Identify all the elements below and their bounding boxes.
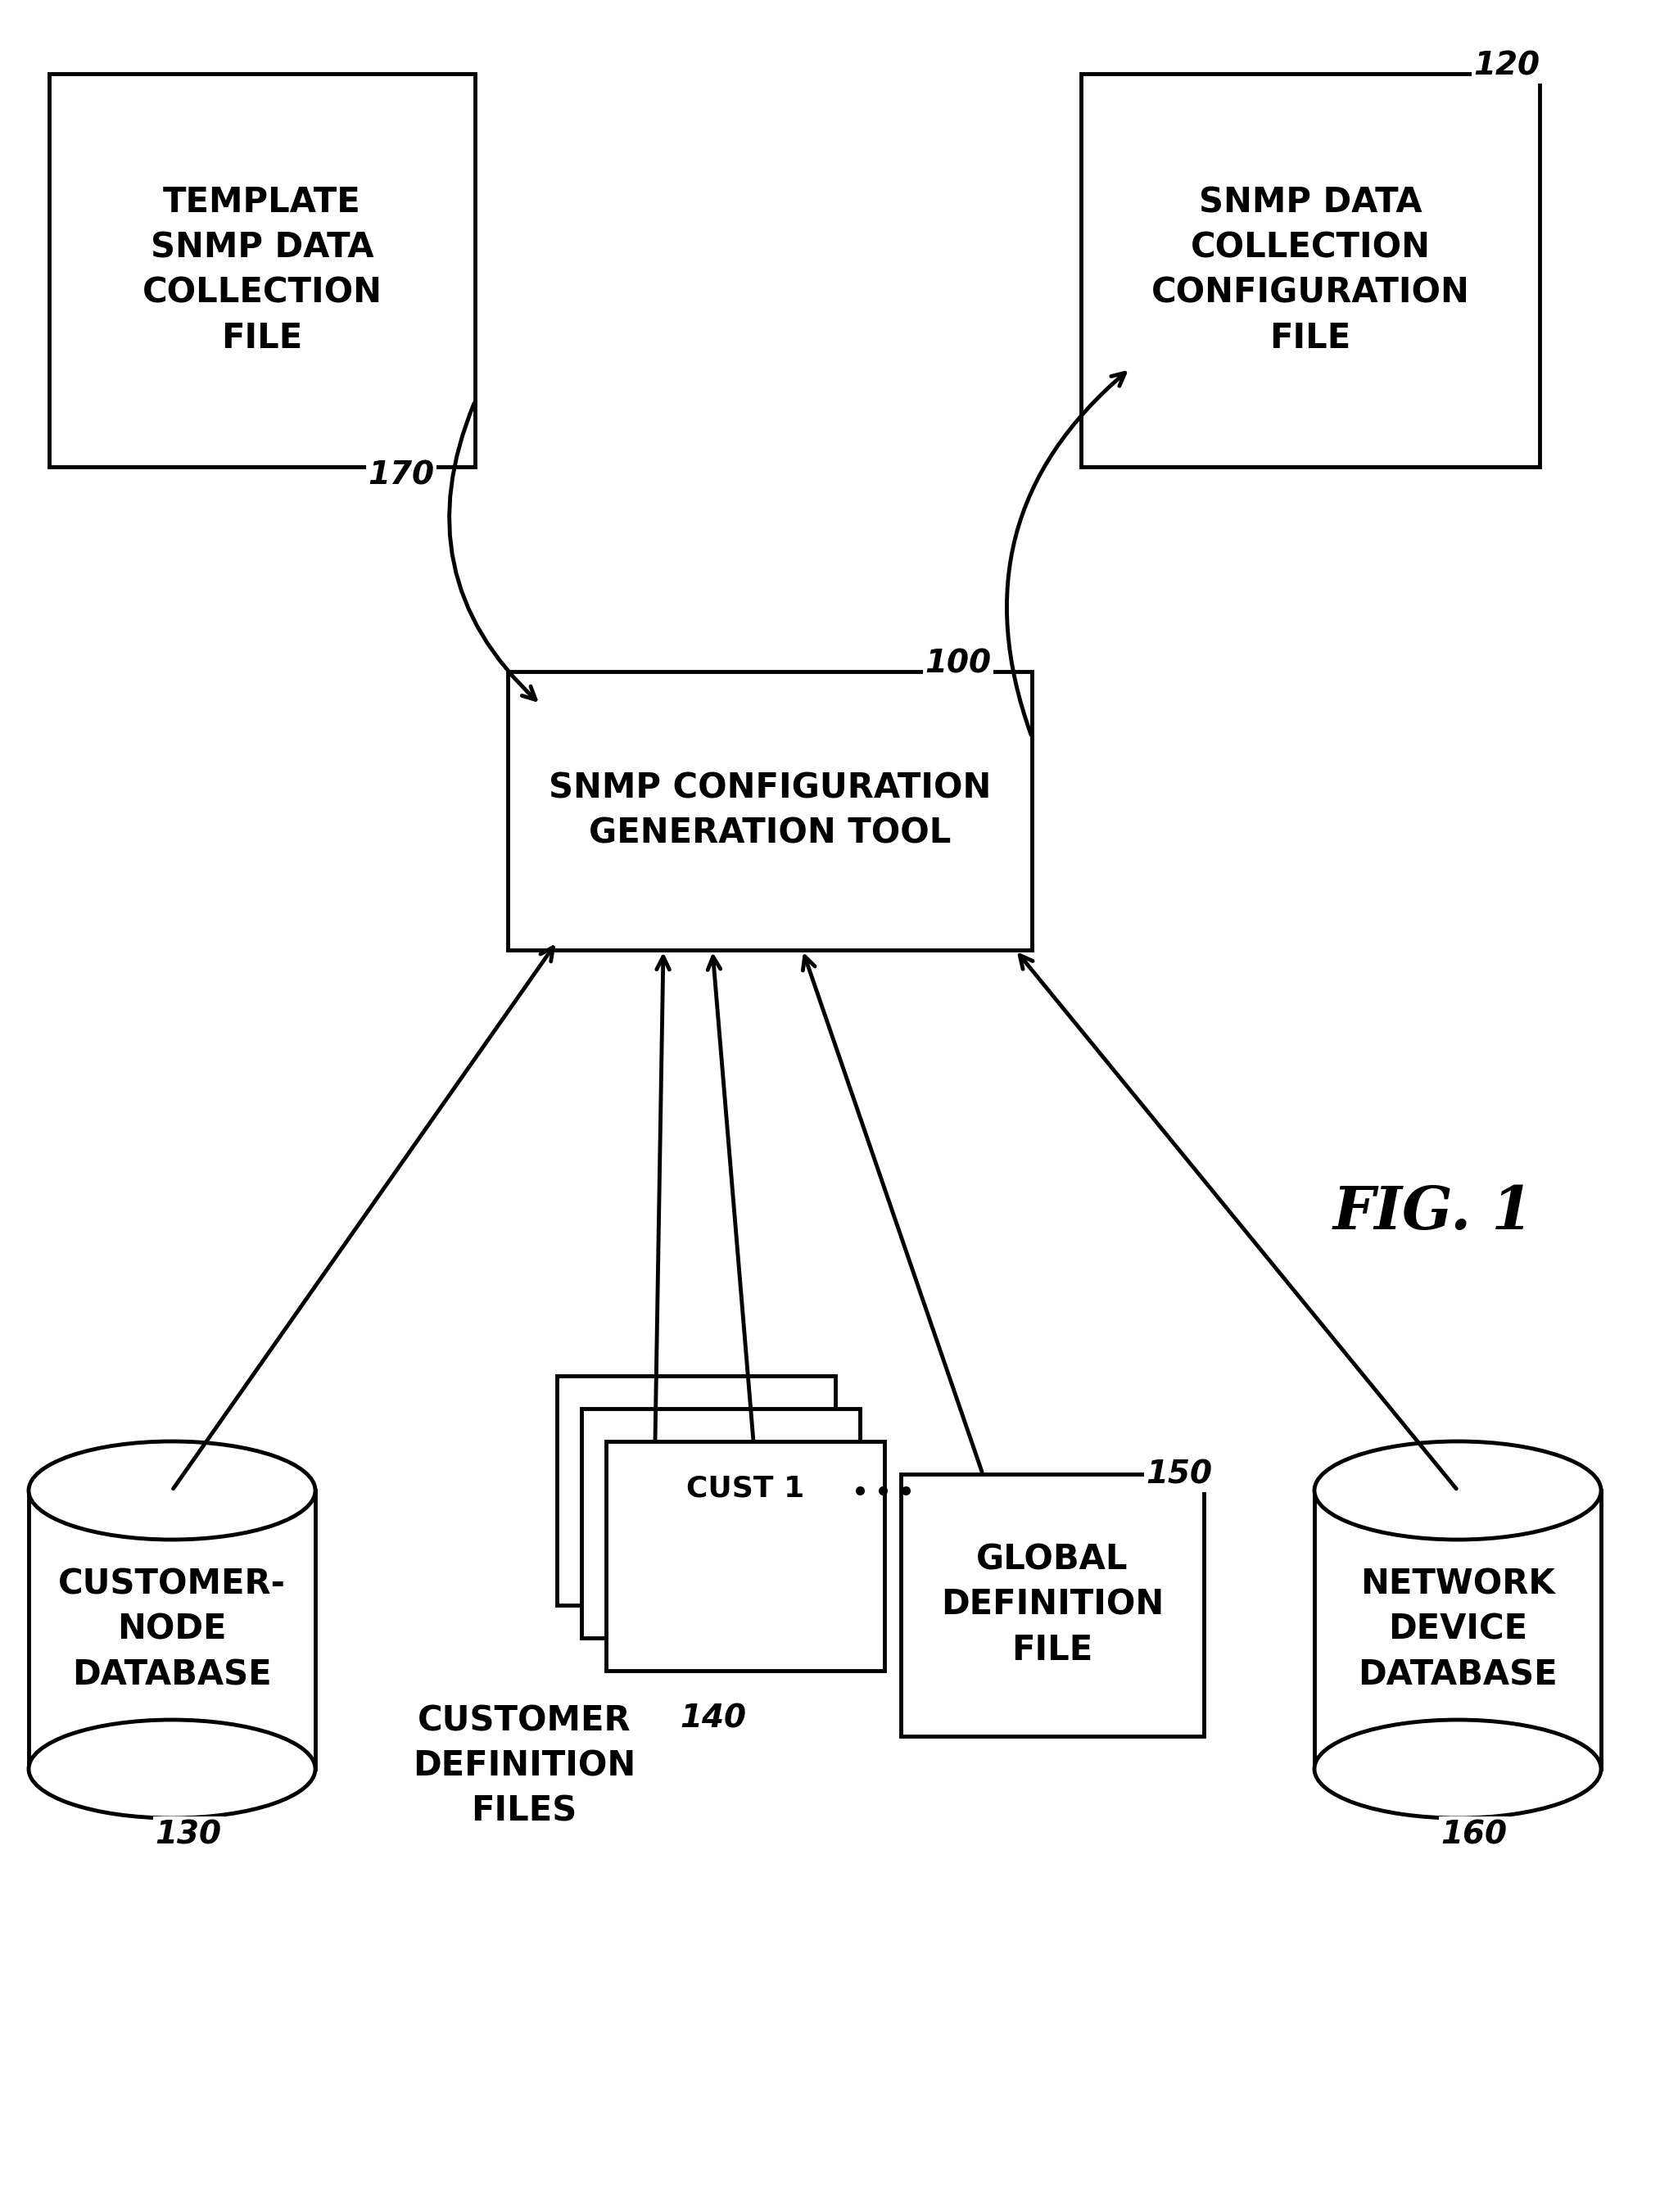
Text: 120: 120 <box>1473 51 1540 82</box>
Text: CUST 2: CUST 2 <box>661 1442 780 1469</box>
Bar <box>582 1409 859 1637</box>
Bar <box>606 1442 884 1670</box>
Text: SNMP DATA
COLLECTION
CONFIGURATION
FILE: SNMP DATA COLLECTION CONFIGURATION FILE <box>1151 186 1470 356</box>
Bar <box>557 1376 836 1606</box>
Bar <box>29 1491 315 1770</box>
Text: 150: 150 <box>1146 1458 1213 1489</box>
FancyArrowPatch shape <box>1020 956 1457 1489</box>
FancyArrowPatch shape <box>1007 374 1124 734</box>
Text: CUSTOMER
DEFINITION
FILES: CUSTOMER DEFINITION FILES <box>413 1703 636 1829</box>
Ellipse shape <box>29 1442 315 1540</box>
FancyArrowPatch shape <box>708 956 753 1440</box>
Ellipse shape <box>29 1719 315 1818</box>
FancyArrowPatch shape <box>450 403 535 699</box>
Ellipse shape <box>1314 1442 1601 1540</box>
Text: CUST 1: CUST 1 <box>686 1473 804 1502</box>
Text: NETWORK
DEVICE
DATABASE: NETWORK DEVICE DATABASE <box>1358 1568 1557 1692</box>
Bar <box>1314 1491 1601 1770</box>
FancyArrowPatch shape <box>173 947 554 1489</box>
Bar <box>508 672 1032 949</box>
Bar <box>901 1473 1203 1736</box>
Bar <box>49 73 475 467</box>
Text: CUSTOMER-
NODE
DATABASE: CUSTOMER- NODE DATABASE <box>59 1568 285 1692</box>
FancyArrowPatch shape <box>802 956 982 1471</box>
Text: 170: 170 <box>367 460 435 491</box>
Text: 140: 140 <box>680 1703 747 1734</box>
Text: 160: 160 <box>1441 1818 1507 1849</box>
Text: 130: 130 <box>154 1818 221 1849</box>
FancyArrowPatch shape <box>654 958 670 1440</box>
Text: TEMPLATE
SNMP DATA
COLLECTION
FILE: TEMPLATE SNMP DATA COLLECTION FILE <box>143 186 383 356</box>
Text: 100: 100 <box>925 648 992 679</box>
Text: GLOBAL
DEFINITION
FILE: GLOBAL DEFINITION FILE <box>941 1542 1165 1668</box>
Ellipse shape <box>1314 1719 1601 1818</box>
Bar <box>1081 73 1540 467</box>
Text: SNMP CONFIGURATION
GENERATION TOOL: SNMP CONFIGURATION GENERATION TOOL <box>549 772 992 852</box>
Text: FIG. 1: FIG. 1 <box>1332 1183 1534 1241</box>
Text: CUST N: CUST N <box>634 1409 757 1436</box>
